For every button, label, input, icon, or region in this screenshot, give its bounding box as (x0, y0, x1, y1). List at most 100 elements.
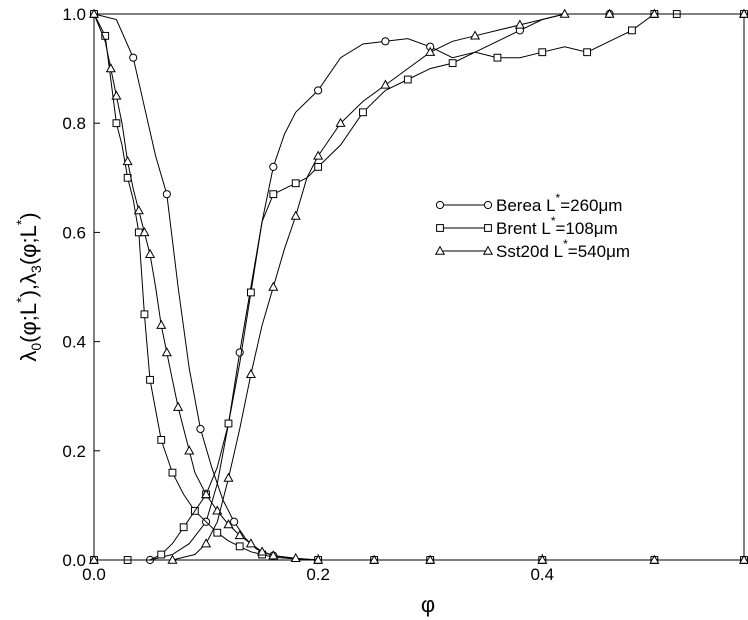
series-line (94, 14, 744, 560)
data-point-circle (130, 54, 137, 61)
data-point-square (494, 54, 501, 61)
data-point-triangle (224, 474, 232, 482)
data-point-square (360, 109, 367, 116)
data-point-triangle (174, 403, 182, 411)
y-axis-label: λ0(φ;L*),λ3(φ;L*) (13, 212, 44, 361)
data-point-square (169, 469, 176, 476)
x-tick-label: 0.4 (530, 565, 554, 584)
legend-label: Brent L*=108μm (496, 214, 618, 238)
data-point-circle (315, 87, 322, 94)
data-point-triangle (107, 64, 115, 72)
legend-label-value: =108μm (555, 219, 617, 238)
y-label-L: L (16, 303, 41, 315)
y-tick-label: 0.2 (62, 442, 86, 461)
series-line (94, 14, 744, 560)
data-point-circle (230, 518, 237, 525)
data-point-triangle (112, 92, 120, 100)
data-point-square (270, 191, 277, 198)
y-tick-label: 0.6 (62, 223, 86, 242)
series-5-triangle (90, 10, 748, 564)
data-point-square (158, 551, 165, 558)
data-point-square (315, 163, 322, 170)
data-point-square (449, 60, 456, 67)
data-point-circle (270, 163, 277, 170)
legend-label-text: Brent L (496, 219, 551, 238)
y-label-lambda: λ (16, 351, 41, 362)
data-point-circle (163, 191, 170, 198)
legend-label-text: Berea L (496, 196, 556, 215)
data-point-triangle (269, 283, 277, 291)
y-label-L-2: L (16, 225, 41, 237)
legend-marker-triangle (436, 247, 444, 255)
legend-entry: Sst20d L*=540μm (436, 237, 630, 261)
data-point-square (292, 180, 299, 187)
data-point-circle (197, 425, 204, 432)
series-1-circle (90, 10, 744, 563)
series-layer (90, 10, 748, 564)
data-point-square (158, 436, 165, 443)
data-point-square (225, 420, 232, 427)
legend-label: Berea L*=260μm (496, 191, 622, 215)
data-point-triangle (163, 348, 171, 356)
legend-label-text: Sst20d L (496, 242, 563, 261)
legend-entry: Brent L*=108μm (437, 214, 618, 238)
data-point-square (214, 529, 221, 536)
legend-entry: Berea L*=260μm (436, 191, 622, 215)
series-line (94, 14, 744, 560)
data-point-square (147, 376, 154, 383)
y-tick-label: 0.8 (62, 114, 86, 133)
data-point-square (404, 76, 411, 83)
tick-group: 0.0 0.2 0.4 0.0 0.2 0.4 0.6 0.8 1.0 (62, 5, 554, 584)
legend-marker-triangle (484, 247, 492, 255)
x-tick-label: 0.2 (306, 565, 330, 584)
data-point-square (539, 49, 546, 56)
svg-text:λ0(φ;L*),λ3(φ;L*): λ0(φ;L*),λ3(φ;L*) (13, 212, 44, 361)
data-point-triangle (247, 370, 255, 378)
series-4-triangle (90, 10, 748, 564)
data-point-square (113, 120, 120, 127)
legend-label-value: =260μm (560, 196, 622, 215)
series-line (94, 14, 744, 560)
y-label-sub3: 3 (28, 265, 44, 273)
legend-label-value: =540μm (568, 242, 630, 261)
y-label-close-2: ) (16, 212, 41, 219)
data-point-triangle (185, 446, 193, 454)
y-label-lambda-2: λ (16, 273, 41, 284)
legend-marker-square (437, 225, 444, 232)
series-line (94, 14, 744, 560)
data-point-triangle (560, 10, 568, 18)
data-point-square (180, 524, 187, 531)
y-label-phi-2: φ (16, 244, 41, 258)
legend-label: Sst20d L*=540μm (496, 237, 630, 261)
legend-marker-circle (436, 201, 443, 208)
legend-marker-circle (484, 201, 491, 208)
data-point-square (629, 27, 636, 34)
data-point-square (584, 49, 591, 56)
series-3-square (91, 11, 748, 564)
y-label-phi: φ (16, 321, 41, 335)
data-point-square (141, 311, 148, 318)
data-point-triangle (157, 321, 165, 329)
data-point-circle (382, 38, 389, 45)
data-point-triangle (135, 206, 143, 214)
data-point-triangle (202, 539, 210, 547)
series-0-circle (90, 10, 747, 563)
series-line (94, 14, 744, 560)
data-point-triangle (381, 81, 389, 89)
plot-frame (94, 14, 744, 560)
data-point-triangle (146, 250, 154, 258)
data-point-square (236, 543, 243, 550)
y-label-sub0: 0 (28, 343, 44, 351)
data-point-triangle (292, 212, 300, 220)
legend-marker-square (485, 225, 492, 232)
y-label-close: ) (16, 290, 41, 297)
data-point-triangle (314, 152, 322, 160)
y-tick-label: 1.0 (62, 5, 86, 24)
y-tick-label: 0.0 (62, 551, 86, 570)
data-point-square (247, 289, 254, 296)
y-tick-label: 0.4 (62, 333, 86, 352)
series-2-square (91, 11, 748, 564)
x-axis-label: φ (421, 592, 435, 617)
